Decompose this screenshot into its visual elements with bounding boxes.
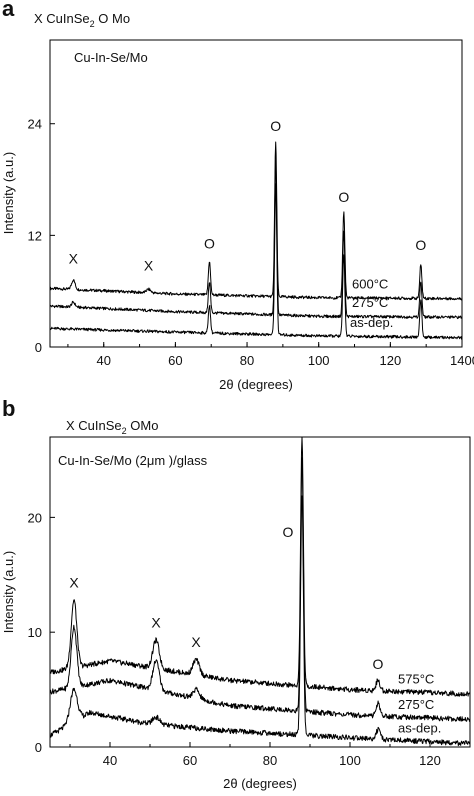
- series-trace: [49, 141, 463, 301]
- series-label: 600°C: [352, 276, 388, 291]
- legend-a-subscript: 2: [90, 19, 95, 29]
- x-tick-label: 100: [308, 353, 330, 368]
- peak-markers-a: X X O O O O: [69, 118, 427, 274]
- series-label: 275°C: [398, 697, 434, 712]
- x-tick-label: 120: [379, 353, 401, 368]
- series-trace: [49, 495, 471, 747]
- peak-marker: O: [415, 237, 426, 253]
- y-axis-title-a: Intensity (a.u.): [1, 152, 16, 234]
- trace-labels-b: 575°C 275°C as-dep.: [398, 672, 441, 736]
- panel-a: a X CuInSe2 O Mo Cu-In-Se/Mo 40 60 80 100 12…: [1, 0, 474, 392]
- y-tick-label: 24: [28, 117, 42, 132]
- x-tick-label: 40: [97, 353, 111, 368]
- x-tick-label: 80: [263, 753, 277, 768]
- y-tick-label: 0: [35, 340, 42, 355]
- legend-a-part2: O Mo: [95, 11, 130, 26]
- legend-b-part1: X CuInSe: [66, 418, 122, 433]
- series-trace: [49, 159, 463, 320]
- panel-letter-a: a: [2, 0, 15, 21]
- legend-b-part2: OMo: [127, 418, 159, 433]
- y-tick-label: 12: [28, 228, 42, 243]
- panel-letter-b: b: [2, 396, 15, 421]
- peak-markers-b: X X X O O: [69, 524, 383, 672]
- series-label: 575°C: [398, 672, 434, 687]
- panel-b: b X CuInSe2 OMo Cu-In-Se/Mo (2μm )/glass…: [1, 396, 471, 791]
- peak-marker: O: [373, 656, 384, 672]
- peak-marker: O: [283, 524, 294, 540]
- traces-b: [49, 436, 471, 747]
- plot-frame-b: [49, 436, 471, 748]
- trace-labels-a: 600°C 275°C as-dep.: [350, 276, 393, 330]
- legend-b: X CuInSe2 OMo: [66, 418, 158, 436]
- peak-marker: O: [338, 189, 349, 205]
- sample-label-a: Cu-In-Se/Mo: [74, 50, 148, 65]
- x-tick-label: 40: [103, 753, 117, 768]
- ticks-b: 40 60 80 100 120 0 10 20: [28, 510, 441, 768]
- peak-marker: X: [69, 250, 79, 266]
- x-axis-title-a: 2θ (degrees): [219, 377, 293, 392]
- sample-label-b: Cu-In-Se/Mo (2μm )/glass: [58, 453, 208, 468]
- series-trace: [49, 436, 471, 697]
- series-trace: [49, 457, 471, 722]
- legend-a-part1: X CuInSe: [34, 11, 90, 26]
- legend-a: X CuInSe2 O Mo: [34, 11, 130, 29]
- series-label: 275°C: [352, 295, 388, 310]
- peak-marker: X: [144, 258, 154, 274]
- x-tick-label: 120: [419, 753, 441, 768]
- x-tick-label: 80: [240, 353, 254, 368]
- y-tick-label: 0: [35, 740, 42, 755]
- x-axis-title-b: 2θ (degrees): [223, 776, 297, 791]
- series-label: as-dep.: [398, 721, 441, 736]
- plot-frame-a: [49, 39, 463, 348]
- x-tick-label: 60: [168, 353, 182, 368]
- y-axis-title-b: Intensity (a.u.): [1, 551, 16, 633]
- peak-marker: X: [151, 615, 161, 631]
- legend-b-subscript: 2: [122, 426, 127, 436]
- peak-marker: O: [270, 118, 281, 134]
- peak-marker: O: [204, 235, 215, 251]
- peak-marker: X: [191, 634, 201, 650]
- traces-a: [49, 141, 463, 340]
- peak-marker: X: [69, 574, 79, 590]
- y-tick-label: 10: [28, 625, 42, 640]
- series-trace: [49, 183, 463, 340]
- series-label: as-dep.: [350, 315, 393, 330]
- y-tick-label: 20: [28, 510, 42, 525]
- x-tick-label: 60: [183, 753, 197, 768]
- x-tick-label: 100: [339, 753, 361, 768]
